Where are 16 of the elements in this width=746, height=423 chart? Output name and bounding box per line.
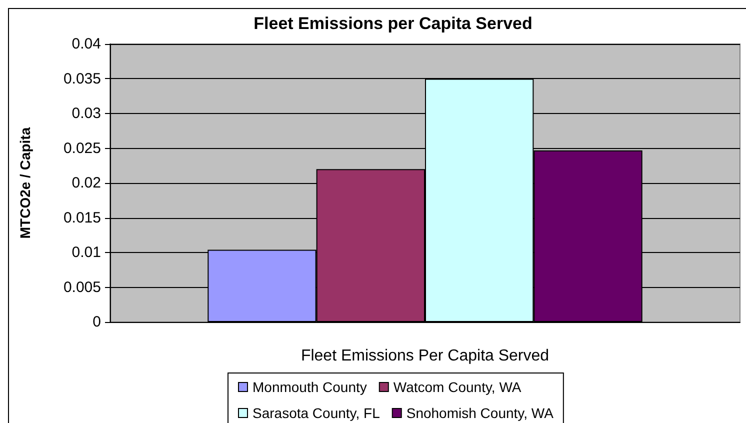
legend-label: Sarasota County, FL — [252, 405, 380, 421]
y-tick-label: 0.005 — [63, 278, 101, 296]
y-axis-title: MTCO2e / Capita — [17, 127, 33, 239]
legend-label: Watcom County, WA — [393, 379, 522, 395]
y-tick-label: 0 — [92, 314, 101, 330]
y-tick-label: 0.025 — [63, 140, 101, 157]
legend-label: Snohomish County, WA — [406, 405, 554, 421]
x-axis-title: Fleet Emissions Per Capita Served — [300, 348, 550, 364]
y-tick-label: 0.02 — [72, 174, 101, 192]
y-tick-label: 0.035 — [63, 70, 101, 88]
chart-title: Fleet Emissions per Capita Served — [254, 14, 532, 33]
y-tick-label: 0.04 — [72, 36, 101, 52]
y-tick-label: 0.015 — [63, 209, 101, 226]
legend-label: Monmouth County — [252, 379, 367, 395]
y-tick-label: 0.03 — [72, 105, 101, 122]
y-tick-label: 0.01 — [72, 244, 101, 261]
